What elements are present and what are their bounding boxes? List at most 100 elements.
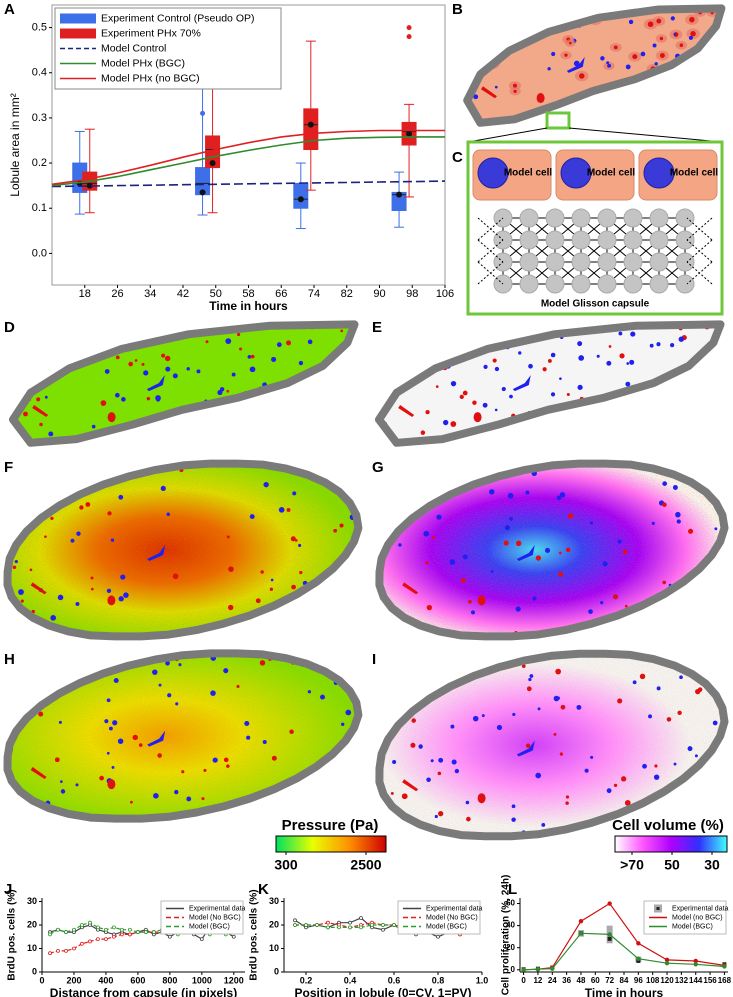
- lobule-fill: [379, 324, 721, 443]
- central-vein: [298, 543, 302, 548]
- central-vein: [649, 416, 655, 421]
- portal-vein: [349, 663, 354, 668]
- portal-vein: [205, 340, 209, 344]
- central-vein: [537, 707, 541, 711]
- portal-vein: [41, 675, 45, 679]
- central-vein: [632, 680, 637, 685]
- capsule-node: [675, 274, 695, 294]
- central-vein: [186, 796, 192, 802]
- y-tick-label: 0.4: [32, 67, 47, 79]
- x-tick-label: 600: [130, 975, 145, 985]
- central-vein: [106, 588, 112, 593]
- portal-vein: [635, 419, 641, 425]
- capsule-node: [623, 230, 643, 250]
- vessel: [516, 545, 535, 561]
- vessel: [480, 86, 497, 99]
- marker: [359, 925, 363, 930]
- central-vein: [434, 814, 438, 819]
- vessel: [32, 404, 49, 417]
- portal-vein: [461, 20, 464, 23]
- marker: [636, 941, 641, 946]
- central-vein: [605, 410, 610, 415]
- y-tick-label: 60: [506, 899, 515, 908]
- halo: [663, 104, 677, 115]
- y-tick-label: 40: [506, 921, 515, 930]
- portal-vein: [567, 14, 574, 20]
- vessel: [30, 766, 47, 779]
- capsule: [3, 649, 363, 823]
- central-vein: [723, 795, 725, 799]
- lobule-content: [7, 653, 359, 819]
- central-vein: [22, 373, 27, 379]
- portal-vein: [666, 401, 670, 405]
- central-vein: [408, 627, 412, 632]
- central-vein: [625, 64, 631, 70]
- central-vein: [249, 366, 256, 373]
- central-vein: [494, 408, 498, 412]
- central-vein: [110, 538, 115, 542]
- portal-vein: [227, 604, 234, 611]
- central-vein: [276, 342, 282, 348]
- panel-letter: L: [508, 881, 517, 898]
- marker: [96, 925, 100, 930]
- portal-vein: [619, 116, 623, 120]
- marker: [607, 901, 612, 906]
- central-vein: [529, 674, 534, 678]
- portal-vein: [669, 597, 674, 602]
- portal-vein: [47, 325, 53, 332]
- capsule-node: [649, 230, 669, 250]
- central-vein: [48, 431, 54, 437]
- portal-vein: [410, 341, 414, 345]
- halo: [467, 110, 468, 119]
- x-tick-label: 34: [144, 288, 156, 300]
- portal-vein: [613, 783, 618, 788]
- marker: [722, 964, 727, 969]
- x-axis-label: Time in hours: [209, 299, 288, 313]
- central-vein: [423, 530, 430, 537]
- spring-end: [477, 217, 504, 241]
- portal-vein: [398, 331, 404, 337]
- portal-vein: [558, 551, 562, 555]
- central-vein: [406, 373, 410, 377]
- marker: [370, 923, 374, 927]
- central-vein: [246, 735, 251, 740]
- central-vein: [210, 690, 216, 696]
- central-vein: [494, 85, 498, 89]
- marker: [293, 923, 297, 927]
- central-vein: [292, 491, 297, 496]
- portal-vein: [525, 743, 531, 748]
- central-vein: [307, 690, 311, 694]
- box: [293, 182, 309, 209]
- x-axis-label: Distance from capsule (in pixels): [50, 986, 237, 997]
- halo: [622, 109, 636, 121]
- central-vein: [640, 51, 646, 57]
- y-tick-label: 20: [506, 943, 515, 952]
- chart: 0 200 400 600 800 1000 1200 0 10 20 30 Distance fro…: [7, 889, 246, 997]
- portal-vein: [695, 100, 700, 106]
- y-tick-label: 30: [269, 896, 279, 906]
- portal-vein: [626, 112, 632, 118]
- portal-vein: [578, 73, 585, 79]
- portal-vein: [79, 505, 84, 510]
- portal-vein: [459, 394, 464, 399]
- lobule: [375, 649, 729, 841]
- portal-vein: [73, 349, 78, 354]
- texture: [7, 653, 359, 819]
- central-vein: [166, 421, 172, 426]
- y-tick-label: 0.3: [32, 112, 47, 124]
- marker: [128, 927, 132, 932]
- portal-vein: [38, 711, 44, 717]
- portal-vein: [290, 804, 295, 808]
- portal-vein: [542, 367, 547, 372]
- capsule-node: [623, 252, 643, 272]
- central-vein: [528, 677, 532, 682]
- colorbar-title: Cell volume (%): [612, 817, 724, 834]
- central-vein: [494, 366, 500, 372]
- halo: [549, 10, 563, 21]
- central-vein: [482, 402, 488, 408]
- central-vein: [709, 68, 715, 74]
- central-vein: [174, 789, 179, 795]
- central-vein: [490, 570, 494, 573]
- marker: [72, 927, 76, 932]
